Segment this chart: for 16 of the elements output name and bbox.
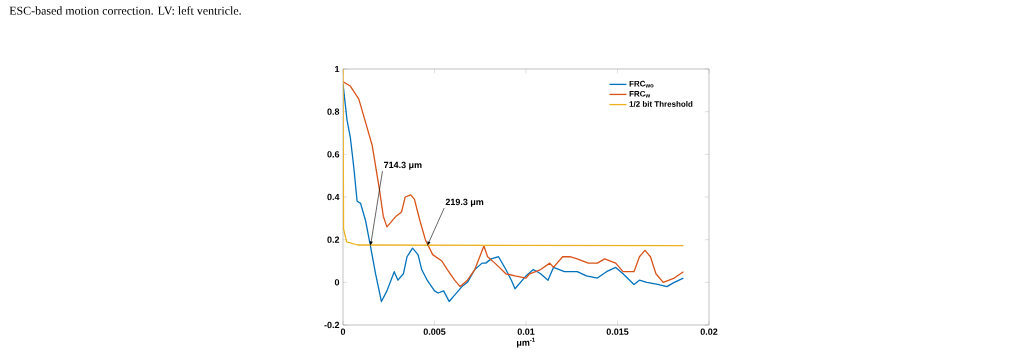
annotation: 219.3 μm — [445, 198, 484, 207]
y-tick-label: 1 — [335, 65, 340, 73]
y-tick-label: -0.2 — [324, 321, 340, 329]
x-tick-label: 0.015 — [606, 328, 629, 335]
x-tick-label: 0.02 — [700, 328, 718, 335]
y-tick-label: 0.2 — [327, 236, 340, 243]
y-tick-label: 0 — [334, 279, 340, 286]
x-tick-label: 0 — [340, 328, 346, 335]
x-tick-label: 0.005 — [423, 328, 446, 335]
text: ESC-based motion correction. LV: left ventricle. — [9, 6, 241, 15]
y-tick-label: 0.4 — [327, 193, 340, 201]
x-tick-label: 0.01 — [517, 328, 535, 335]
annotation: 714.3 μm — [384, 161, 422, 170]
x-axis-title: μm$^{-1}$ — [517, 337, 535, 348]
y-tick-label: 0.8 — [327, 108, 340, 115]
y-tick-label: 0.6 — [327, 151, 340, 158]
